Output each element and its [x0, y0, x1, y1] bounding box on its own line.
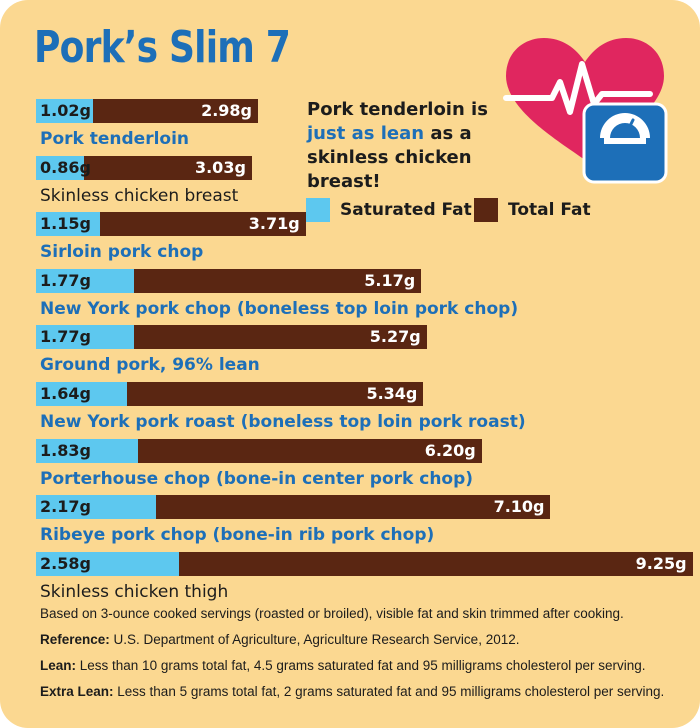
- category-label-6: Porterhouse chop (bone-in center pork ch…: [40, 468, 474, 489]
- pulse-line: [503, 61, 653, 115]
- label-saturated-8: 2.58g: [40, 553, 91, 573]
- label-saturated-7: 2.17g: [40, 497, 91, 517]
- bar-total-6: [137, 438, 482, 463]
- chart-title: Pork’s Slim 7: [34, 22, 291, 73]
- note-extra-lean-label: Extra Lean:: [40, 684, 114, 699]
- bar-total-8: [179, 551, 693, 576]
- note-lean-label: Lean:: [40, 658, 77, 673]
- headline-line-1: Pork tenderloin is: [307, 99, 488, 120]
- label-saturated-4: 1.77g: [40, 327, 91, 347]
- category-label-5: New York pork roast (boneless top loin p…: [40, 412, 526, 432]
- bar-saturated-1: [36, 155, 84, 180]
- label-total-3: 5.17g: [364, 270, 416, 290]
- label-total-4: 5.27g: [369, 327, 421, 347]
- scale-icon: [582, 102, 668, 184]
- note-lean-text: Less than 10 grams total fat, 4.5 grams …: [76, 658, 646, 673]
- label-total-8: 9.25g: [635, 553, 687, 573]
- headline-highlight: just as lean: [307, 123, 425, 144]
- bar-saturated-8: [36, 551, 180, 576]
- label-total-1: 3.03g: [194, 157, 246, 177]
- label-total-5: 5.34g: [366, 384, 418, 403]
- category-label-1: Skinless chicken breast: [40, 185, 239, 206]
- bar-total-1: [83, 155, 252, 180]
- heart-pulse-icon: [503, 38, 668, 184]
- bar-total-5: [127, 382, 424, 406]
- category-label-2: Sirloin pork chop: [40, 242, 204, 263]
- label-saturated-0: 1.02g: [40, 101, 91, 120]
- label-total-2: 3.71g: [248, 214, 300, 234]
- headline-line-3: skinless chicken breast!: [307, 147, 472, 192]
- category-label-4: Ground pork, 96% lean: [40, 355, 260, 376]
- legend-label-total: Total Fat: [508, 200, 591, 220]
- headline: Pork tenderloin is just as lean as a ski…: [307, 98, 547, 194]
- label-saturated-6: 1.83g: [40, 440, 91, 460]
- label-total-0: 2.98g: [201, 101, 252, 120]
- label-saturated-5: 1.64g: [40, 384, 91, 403]
- bar-total-7: [156, 495, 551, 520]
- bar-chart: 1.02g 2.98g Pork tenderloin 0.86g 3.03g Skinl…: [36, 99, 693, 602]
- label-total-7: 7.10g: [493, 497, 545, 517]
- bar-total-3: [134, 268, 422, 293]
- legend-swatch-saturated: [306, 198, 330, 222]
- category-label-3: New York pork chop (boneless top loin po…: [40, 298, 519, 319]
- note-extra-lean-text: Less than 5 grams total fat, 2 grams sat…: [113, 684, 665, 699]
- legend-label-saturated: Saturated Fat: [340, 200, 472, 220]
- note-lean: Lean: Less than 10 grams total fat, 4.5 …: [40, 658, 646, 673]
- label-saturated-1: 0.86g: [40, 157, 91, 177]
- headline-line-2: just as lean as a: [307, 122, 547, 146]
- category-label-7: Ribeye pork chop (bone-in rib pork chop): [40, 525, 435, 546]
- note-reference: Reference: U.S. Department of Agricultur…: [40, 632, 519, 647]
- bar-saturated-2: [36, 212, 100, 237]
- headline-line-2-rest: as a: [424, 123, 472, 144]
- label-saturated-2: 1.15g: [40, 214, 91, 234]
- label-total-6: 6.20g: [424, 440, 476, 460]
- note-reference-text: U.S. Department of Agriculture, Agricult…: [109, 632, 520, 647]
- note-basis: Based on 3-ounce cooked servings (roaste…: [40, 606, 624, 621]
- legend-swatch-total: [474, 198, 498, 222]
- bar-total-0: [92, 99, 258, 123]
- category-label-0: Pork tenderloin: [40, 129, 190, 149]
- bar-total-2: [99, 212, 306, 237]
- bar-saturated-4: [36, 325, 135, 350]
- label-saturated-3: 1.77g: [40, 270, 91, 290]
- note-extra-lean: Extra Lean: Less than 5 grams total fat,…: [40, 684, 664, 699]
- bar-saturated-7: [36, 495, 157, 520]
- note-reference-label: Reference:: [40, 632, 110, 647]
- bar-total-4: [134, 325, 427, 350]
- bar-saturated-6: [36, 438, 138, 463]
- category-label-8: Skinless chicken thigh: [40, 581, 229, 602]
- bar-saturated-5: [36, 382, 128, 406]
- bar-saturated-3: [36, 268, 135, 293]
- bar-saturated-0: [36, 99, 93, 123]
